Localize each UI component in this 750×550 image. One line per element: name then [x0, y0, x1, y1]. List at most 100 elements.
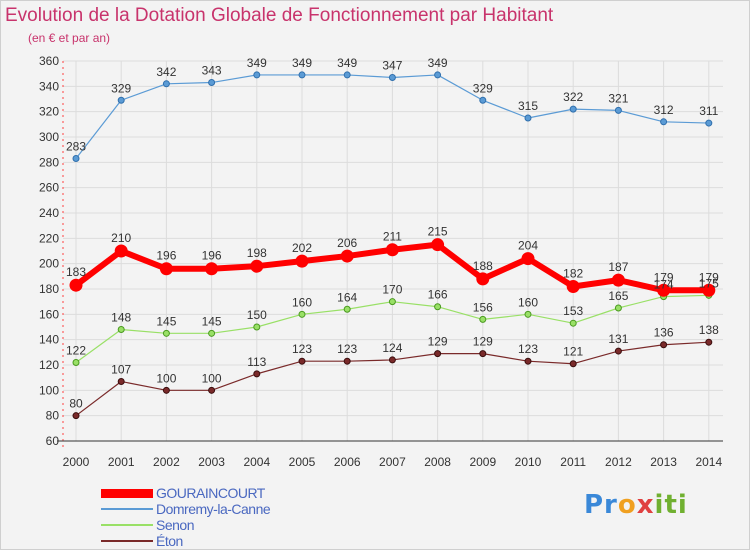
data-point [434, 350, 442, 358]
data-point [385, 243, 399, 257]
data-label: 202 [292, 241, 312, 255]
logo-part: x [636, 490, 655, 520]
data-point [250, 259, 264, 273]
data-label: 175 [699, 276, 719, 290]
x-tick-label: 2008 [424, 455, 451, 469]
x-tick-label: 2000 [63, 455, 90, 469]
y-tick-label: 300 [39, 130, 59, 144]
data-label: 174 [654, 278, 674, 292]
data-point [479, 350, 487, 358]
data-label: 206 [337, 236, 357, 250]
data-label: 342 [156, 65, 176, 79]
data-point [72, 358, 80, 366]
y-tick-label: 60 [46, 434, 60, 448]
x-tick-label: 2013 [650, 455, 677, 469]
y-tick-label: 100 [39, 383, 59, 397]
data-point [253, 71, 261, 79]
data-point [388, 73, 396, 81]
data-point [162, 386, 170, 394]
data-point [205, 262, 219, 276]
data-point [434, 71, 442, 79]
y-tick-label: 360 [39, 54, 59, 68]
legend-label: Domremy-la-Canne [156, 501, 271, 517]
data-point [208, 386, 216, 394]
x-tick-label: 2006 [334, 455, 361, 469]
data-point [705, 338, 713, 346]
data-point [388, 356, 396, 364]
data-label: 329 [111, 81, 131, 95]
x-tick-label: 2009 [469, 455, 496, 469]
data-point [298, 357, 306, 365]
data-label: 131 [608, 332, 628, 346]
data-label: 123 [292, 342, 312, 356]
x-tick-label: 2002 [153, 455, 180, 469]
x-tick-label: 2010 [515, 455, 542, 469]
data-label: 311 [699, 104, 718, 118]
data-point [524, 310, 532, 318]
data-point [253, 370, 261, 378]
logo-part: Pr [584, 490, 618, 520]
logo-part: iti [654, 490, 688, 520]
data-label: 182 [563, 266, 583, 280]
data-point [434, 303, 442, 311]
data-point [298, 71, 306, 79]
y-tick-label: 320 [39, 105, 59, 119]
data-point [162, 80, 170, 88]
data-label: 148 [111, 311, 131, 325]
chart-subtitle: (en € et par an) [28, 31, 111, 45]
data-label: 210 [111, 231, 131, 245]
data-label: 124 [382, 341, 402, 355]
data-point [162, 329, 170, 337]
data-label: 204 [518, 239, 538, 253]
data-point [431, 238, 445, 252]
data-label: 160 [292, 295, 312, 309]
data-point [660, 341, 668, 349]
y-tick-label: 220 [39, 231, 59, 245]
data-point [114, 244, 128, 258]
data-point [208, 79, 216, 87]
data-label: 349 [292, 56, 312, 70]
x-tick-label: 2003 [198, 455, 225, 469]
x-tick-label: 2011 [560, 455, 586, 469]
data-label: 136 [654, 326, 674, 340]
legend-label: Éton [156, 533, 183, 549]
data-label: 183 [66, 265, 86, 279]
data-label: 315 [518, 99, 538, 113]
data-point [566, 279, 580, 293]
data-point [614, 304, 622, 312]
data-point [569, 105, 577, 113]
y-tick-label: 180 [39, 282, 59, 296]
data-point [657, 283, 671, 297]
data-label: 312 [654, 103, 674, 117]
data-point [69, 278, 83, 292]
data-label: 123 [518, 342, 538, 356]
data-label: 188 [473, 259, 493, 273]
data-point [614, 106, 622, 114]
data-label: 179 [654, 270, 674, 284]
data-label: 145 [156, 314, 176, 328]
data-label: 179 [699, 270, 719, 284]
data-label: 329 [473, 81, 493, 95]
data-label: 347 [382, 58, 402, 72]
data-label: 164 [337, 290, 357, 304]
data-label: 215 [428, 225, 448, 239]
x-tick-label: 2014 [695, 455, 722, 469]
data-point [343, 305, 351, 313]
data-point [72, 155, 80, 163]
legend-swatch [101, 540, 153, 542]
data-point [159, 262, 173, 276]
data-point [253, 323, 261, 331]
data-point [340, 249, 354, 263]
data-label: 196 [202, 249, 222, 263]
data-label: 211 [383, 230, 402, 244]
y-tick-label: 140 [39, 333, 59, 347]
data-point [117, 377, 125, 385]
x-tick-label: 2012 [605, 455, 632, 469]
x-tick-label: 2005 [289, 455, 316, 469]
data-label: 100 [202, 371, 222, 385]
legend-swatch [101, 508, 153, 510]
data-point [702, 283, 716, 297]
data-label: 166 [428, 288, 448, 302]
